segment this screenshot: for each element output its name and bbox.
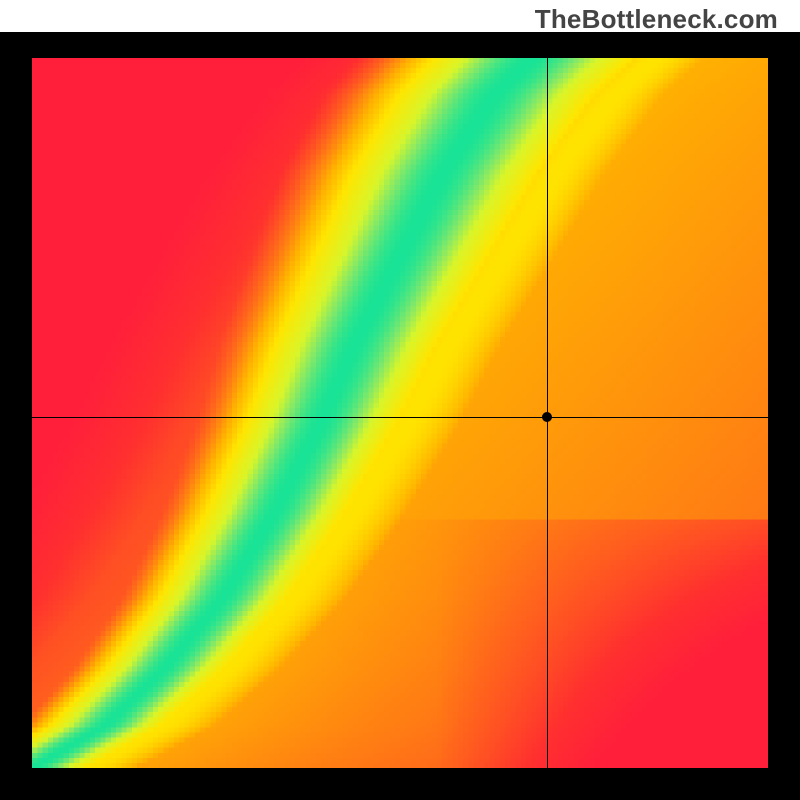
plot-outer-frame <box>0 32 800 800</box>
heatmap-canvas <box>32 58 768 768</box>
point-marker <box>542 412 552 422</box>
watermark: TheBottleneck.com <box>535 4 778 35</box>
crosshair-horizontal <box>32 417 768 418</box>
